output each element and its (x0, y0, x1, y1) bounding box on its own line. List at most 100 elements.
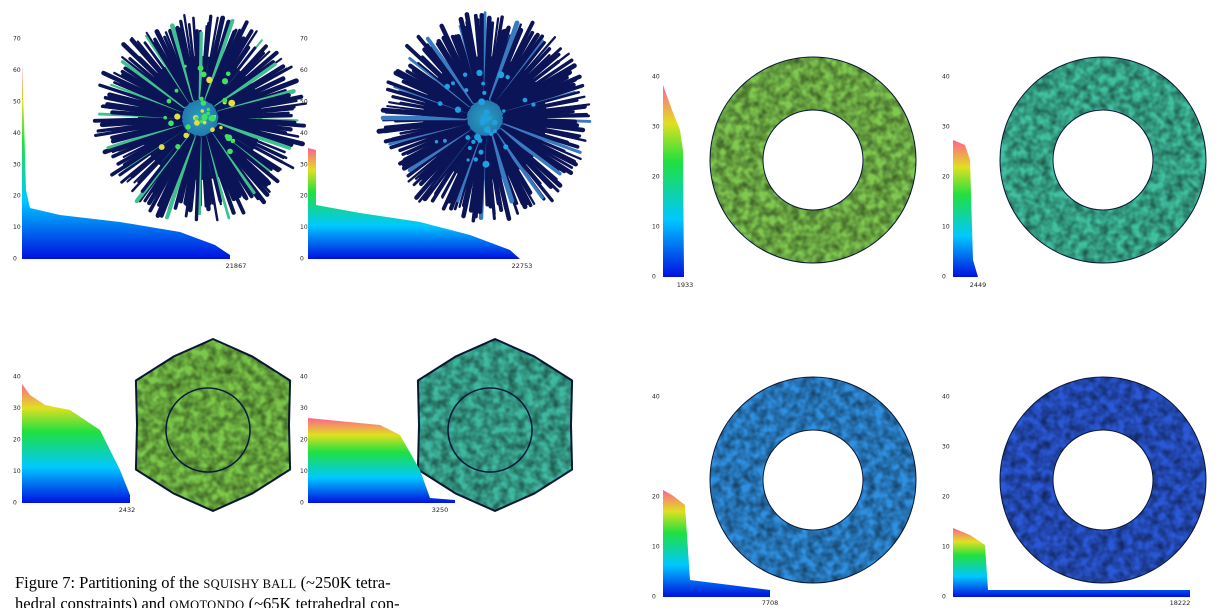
mesh-spot (163, 116, 167, 120)
y-tick-label: 50 (300, 99, 308, 106)
mesh-texture (710, 57, 916, 263)
mesh-spot (444, 84, 450, 90)
y-tick-label: 0 (652, 274, 656, 281)
mesh-spot (438, 101, 443, 106)
histogram (953, 140, 978, 277)
mesh-spot (481, 82, 485, 86)
mesh-spot (455, 107, 461, 113)
mesh-spot (201, 114, 207, 120)
mesh-spot (206, 112, 210, 116)
y-tick-label: 10 (942, 544, 950, 551)
y-tick-label: 30 (300, 405, 308, 412)
y-tick-label: 20 (652, 174, 660, 181)
count-label: 2449 (970, 281, 987, 289)
count-label: 22753 (512, 262, 533, 270)
mesh-texture (1000, 377, 1206, 583)
histogram (22, 384, 130, 503)
mesh-spot (167, 99, 172, 104)
mesh-spot (185, 124, 190, 129)
y-tick-label: 20 (652, 494, 660, 501)
caption-smallcaps: OMOTONDO (169, 598, 244, 608)
caption-line: Figure 7: Partitioning of the SQUISHY BA… (15, 573, 391, 592)
y-tick-label: 70 (300, 36, 308, 43)
mesh-spot (209, 115, 216, 122)
mesh-spot (201, 100, 207, 106)
y-tick-label: 0 (942, 594, 946, 601)
mesh-spot (227, 149, 233, 155)
y-tick-label: 40 (942, 74, 950, 81)
mesh-spot (482, 161, 489, 168)
y-tick-label: 10 (13, 468, 21, 475)
y-tick-label: 40 (652, 74, 660, 81)
caption-text: hedral constraints) and (15, 594, 169, 608)
y-tick-label: 0 (13, 256, 17, 263)
mesh-spot (206, 77, 212, 83)
mesh-spot (175, 89, 179, 93)
y-tick-label: 30 (652, 124, 660, 131)
count-label: 2432 (119, 506, 136, 514)
count-label: 18222 (1170, 599, 1191, 607)
mesh-spot (478, 98, 485, 105)
mesh-spot (477, 138, 482, 143)
mesh-spot (210, 127, 215, 132)
mesh-spot (222, 78, 228, 84)
y-tick-label: 40 (13, 130, 21, 137)
mesh-spot (183, 133, 189, 139)
y-tick-label: 10 (942, 224, 950, 231)
y-tick-label: 30 (13, 161, 21, 168)
caption-text: (~250K tetra- (296, 573, 390, 592)
y-tick-label: 30 (13, 405, 21, 412)
y-tick-label: 40 (942, 394, 950, 401)
mesh-spot (207, 108, 211, 112)
mesh-spot (184, 65, 187, 68)
mesh-spot (195, 117, 198, 120)
mesh-texture (1000, 57, 1206, 263)
caption-smallcaps: SQUISHY BALL (203, 577, 296, 591)
mesh-spot (502, 109, 505, 112)
y-tick-label: 10 (300, 224, 308, 231)
y-tick-label: 10 (13, 224, 21, 231)
mesh-spot (451, 81, 455, 85)
mesh-spot (480, 120, 485, 125)
mesh-spot (201, 109, 204, 112)
mesh-spot (493, 129, 497, 133)
y-tick-label: 70 (13, 36, 21, 43)
mesh-spot (497, 71, 504, 78)
y-tick-label: 20 (300, 193, 308, 200)
page: {"figure_left": {"panels": [ {"yticks": … (0, 0, 1218, 608)
count-label: 3250 (432, 506, 449, 514)
mesh-spot (531, 102, 535, 106)
mesh-spot (465, 135, 470, 140)
mesh-spot (476, 70, 482, 76)
y-tick-label: 20 (13, 437, 21, 444)
y-tick-label: 30 (300, 161, 308, 168)
mesh-spot (222, 98, 227, 103)
mesh-texture (710, 377, 916, 583)
mesh-spot (194, 120, 200, 126)
mesh-spot (468, 146, 472, 150)
mesh-spot (175, 144, 180, 149)
mesh-spot (488, 116, 492, 120)
mesh-spot (474, 157, 478, 161)
mesh-spot (478, 150, 483, 155)
y-tick-label: 40 (300, 130, 308, 137)
mesh-spot (231, 139, 235, 143)
count-label: 1933 (677, 281, 694, 289)
mesh-spot (228, 100, 235, 107)
figure: 0102030405060702186701020304050607022753… (0, 0, 1218, 608)
mesh-spot (174, 113, 180, 119)
mesh-spot (443, 139, 447, 143)
mesh-spot (471, 140, 475, 144)
y-tick-label: 60 (300, 67, 308, 74)
y-tick-label: 10 (300, 468, 308, 475)
artwork (22, 13, 1206, 597)
y-tick-label: 0 (300, 500, 304, 507)
mesh-spot (464, 88, 468, 92)
caption-text: (~65K tetrahedral con- (245, 594, 400, 608)
y-tick-label: 20 (942, 494, 950, 501)
mesh-spot (523, 98, 528, 103)
caption-line: hedral constraints) and OMOTONDO (~65K t… (15, 594, 400, 608)
y-tick-label: 20 (942, 174, 950, 181)
mesh-spot (159, 144, 165, 150)
y-tick-label: 40 (652, 394, 660, 401)
